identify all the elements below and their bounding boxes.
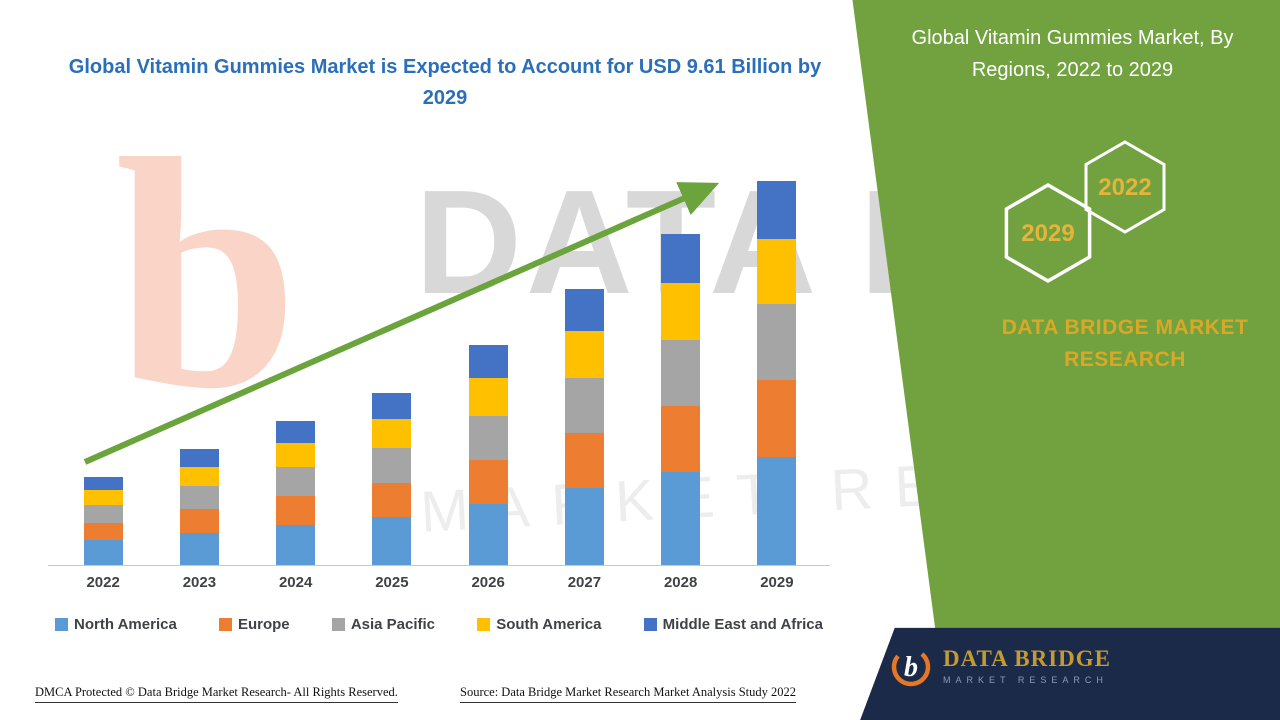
bar-segment-2023-asia-pacific	[179, 486, 219, 510]
x-axis-label-2029: 2029	[760, 574, 794, 591]
bar-segment-2027-north-america	[564, 487, 604, 565]
legend-swatch-europe	[218, 618, 232, 631]
bar-segment-2022-europe	[83, 522, 123, 541]
bar-segment-2029-middle-east-and-africa	[757, 181, 797, 239]
x-axis-labels: 2022 2023 2024 2025 2026 2027 2028 2029	[55, 574, 825, 591]
stacked-bar-chart	[55, 181, 825, 565]
bar-segment-2025-south-america	[372, 419, 412, 449]
bar-segment-2022-asia-pacific	[83, 505, 123, 523]
x-axis-label-2023: 2023	[182, 574, 217, 591]
side-panel-title: Global Vitamin Gummies Market, By Region…	[911, 27, 1234, 81]
bar-segment-2027-asia-pacific	[564, 377, 604, 433]
hexagon-2022-label: 2022	[1098, 174, 1151, 201]
databridge-logo-icon: b	[891, 647, 931, 687]
bar-segment-2026-south-america	[468, 377, 508, 416]
hexagon-2029-label: 2029	[1021, 220, 1074, 247]
logo-letter: b	[904, 652, 918, 683]
bar-2028	[633, 181, 729, 565]
legend-item-asia-pacific: Asia Pacific	[331, 616, 436, 633]
bar-segment-2024-middle-east-and-africa	[276, 421, 316, 443]
bar-segment-2028-middle-east-and-africa	[661, 233, 701, 284]
bar-segment-2022-north-america	[83, 540, 123, 565]
hexagon-2029	[1004, 182, 1092, 284]
legend-label-south-america: South America	[496, 616, 602, 633]
legend-item-south-america: South America	[477, 616, 602, 633]
bar-segment-2025-middle-east-and-africa	[372, 393, 412, 420]
source-note: Source: Data Bridge Market Research Mark…	[460, 685, 797, 703]
bar-segment-2028-europe	[661, 406, 701, 473]
bar-segment-2025-north-america	[372, 517, 412, 565]
bar-segment-2029-north-america	[757, 457, 797, 565]
x-axis-label-2028: 2028	[663, 574, 698, 591]
legend-label-north-america: North America	[74, 616, 177, 633]
bar-segment-2023-europe	[179, 509, 219, 533]
x-axis-label-2025: 2025	[375, 574, 409, 591]
bar-segment-2024-south-america	[276, 442, 316, 468]
bar-segment-2027-south-america	[564, 330, 604, 378]
legend-item-north-america: North America	[55, 616, 177, 633]
bar-segment-2026-north-america	[468, 503, 508, 565]
legend-label-middle-east-and-africa: Middle East and Africa	[662, 616, 823, 633]
logo-tagline: MARKET RESEARCH	[943, 674, 1108, 685]
bar-segment-2026-asia-pacific	[468, 415, 508, 460]
bar-segment-2025-asia-pacific	[372, 448, 412, 483]
bar-2027	[536, 181, 632, 565]
dmca-notice: DMCA Protected © Data Bridge Market Rese…	[35, 685, 398, 703]
bar-segment-2029-south-america	[757, 238, 797, 304]
hexagon-2022	[1084, 140, 1166, 234]
legend-item-middle-east-and-africa: Middle East and Africa	[643, 616, 823, 633]
year-hexagons: 2022 2029	[1004, 140, 1166, 284]
legend-item-europe: Europe	[218, 616, 290, 633]
logo-wordmark: DATA BRIDGE	[943, 645, 1111, 671]
bar-segment-2029-asia-pacific	[757, 303, 797, 381]
bar-segment-2022-south-america	[83, 490, 123, 506]
legend-swatch-south-america	[477, 618, 491, 631]
bar-segment-2025-europe	[372, 482, 412, 517]
bar-segment-2028-asia-pacific	[661, 339, 701, 407]
bar-2024	[248, 181, 344, 565]
bar-segment-2023-north-america	[179, 532, 219, 565]
x-axis-label-2026: 2026	[471, 574, 505, 591]
bar-segment-2023-middle-east-and-africa	[179, 449, 219, 467]
bar-segment-2026-europe	[468, 459, 508, 504]
bar-segment-2027-europe	[564, 432, 604, 488]
bar-2026	[440, 181, 536, 565]
bar-2023	[151, 181, 247, 565]
x-axis-label-2022: 2022	[86, 574, 120, 591]
legend-label-asia-pacific: Asia Pacific	[350, 616, 436, 633]
bar-segment-2022-middle-east-and-africa	[83, 477, 123, 491]
x-axis-label-2024: 2024	[278, 574, 313, 591]
bar-segment-2023-south-america	[179, 466, 219, 487]
bar-segment-2024-north-america	[276, 524, 316, 565]
bar-segment-2027-middle-east-and-africa	[564, 289, 604, 331]
databridge-logo: b DATA BRIDGE MARKET RESEARCH	[888, 640, 1111, 690]
bar-segment-2024-asia-pacific	[276, 467, 316, 496]
bar-2022	[55, 181, 151, 565]
chart-legend: North America Europe Asia Pacific South Ame…	[55, 616, 823, 633]
page-title: Global Vitamin Gummies Market is Expecte…	[68, 56, 822, 109]
side-panel-brand: DATA BRIDGE MARKET RESEARCH	[1001, 316, 1249, 371]
legend-label-europe: Europe	[237, 616, 290, 633]
bar-2029	[729, 181, 825, 565]
bar-segment-2026-middle-east-and-africa	[468, 344, 508, 378]
bar-2025	[344, 181, 440, 565]
legend-swatch-middle-east-and-africa	[643, 618, 657, 631]
x-axis-line	[48, 565, 830, 566]
legend-swatch-north-america	[55, 618, 68, 631]
bar-segment-2029-europe	[757, 380, 797, 458]
bar-segment-2024-europe	[276, 495, 316, 525]
bar-segment-2028-north-america	[661, 472, 701, 565]
bar-segment-2028-south-america	[661, 283, 701, 340]
x-axis-label-2027: 2027	[567, 574, 602, 591]
legend-swatch-asia-pacific	[331, 618, 345, 631]
